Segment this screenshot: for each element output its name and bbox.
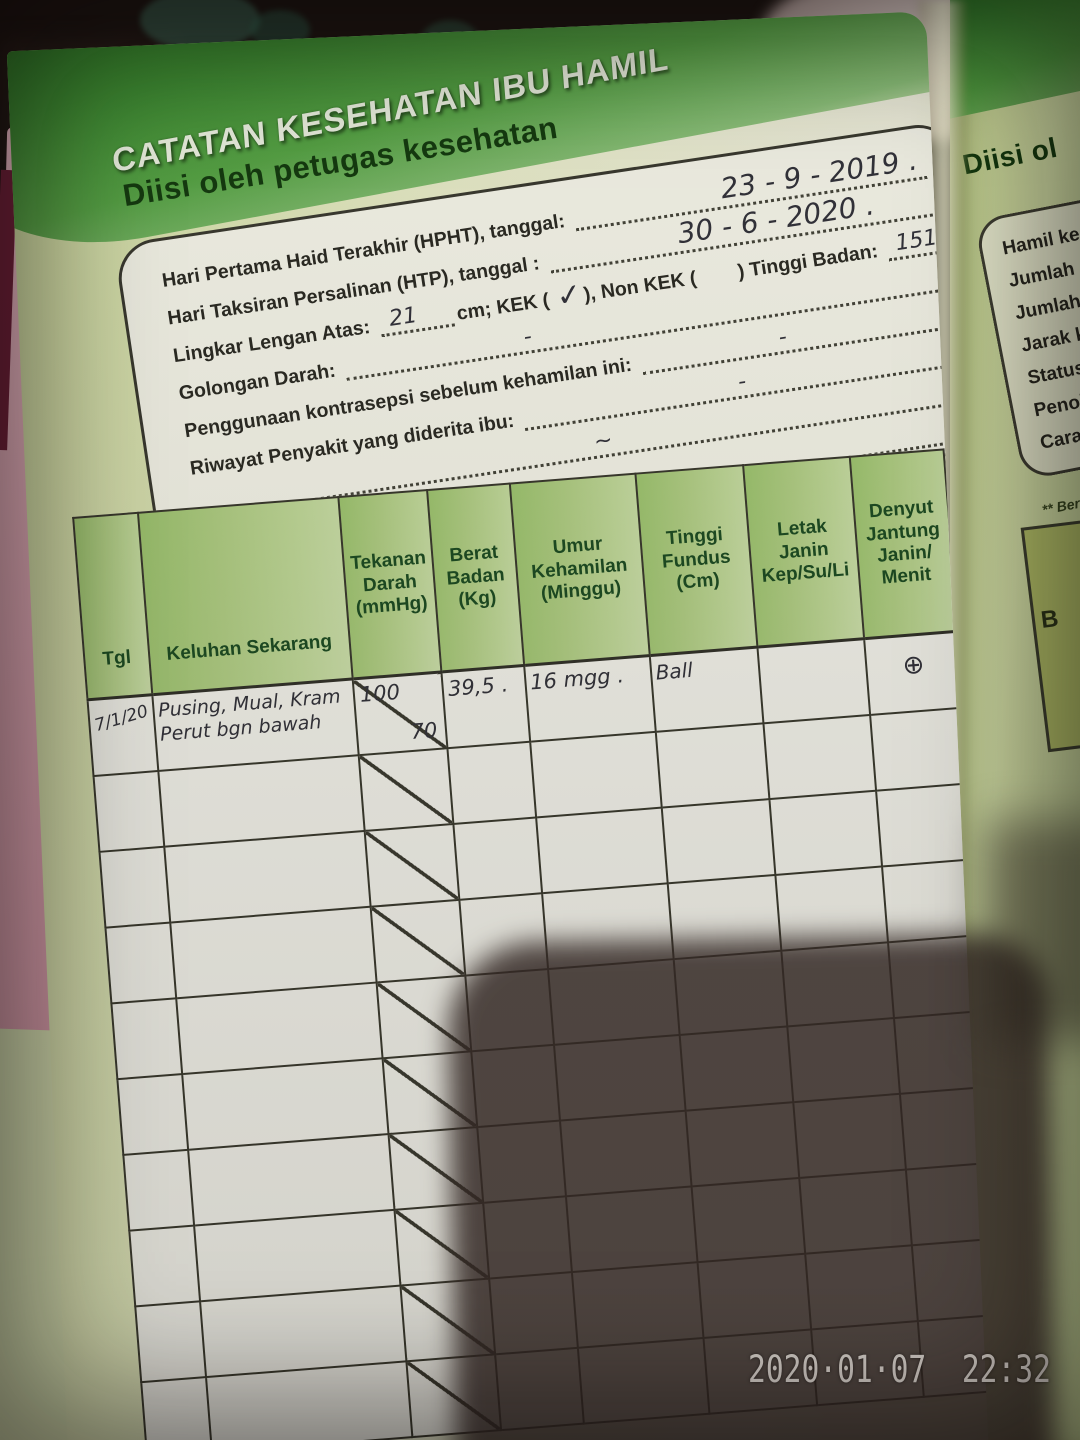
camera-timestamp: 2020·01·07 22:32: [748, 1348, 1051, 1391]
table-cell: [105, 922, 176, 1003]
col-header: Umur Kehamilan (Minggu): [509, 473, 650, 666]
handwritten-entry: 39,5 .: [447, 672, 509, 701]
table-cell: [99, 846, 170, 928]
col-header: Tekanan Darah (mmHg): [338, 490, 442, 679]
table-cell: [757, 638, 871, 723]
table-cell: ⊕: [864, 631, 964, 715]
table-cell: [529, 731, 662, 818]
col-header: Letak Janin Kep/Su/Li: [743, 456, 865, 648]
table-cell: 7/1/20: [87, 694, 158, 776]
col-header: Keluhan Sekarang: [137, 497, 353, 695]
goldarah-handwritten-value: -: [521, 324, 534, 351]
table-cell: [453, 817, 542, 900]
table-cell: [769, 790, 883, 875]
table-cell: [447, 741, 536, 824]
table-cell: [129, 1225, 200, 1306]
col-header: Denyut Jantung Janin/ Menit: [849, 449, 958, 639]
handwritten-entry: ⊕: [901, 649, 926, 682]
kontrasepsi-handwritten-value: -: [776, 324, 789, 351]
right-page-green-band: [950, 0, 1080, 124]
table-cell: [870, 707, 970, 791]
table-cell: Ball: [649, 647, 764, 732]
lila-handwritten-value: 21: [387, 302, 419, 332]
kek-checkmark: ✓: [554, 276, 585, 315]
handwritten-entry: Pusing, Mual, Kram Perut bgn bawah: [157, 685, 342, 746]
table-cell: [117, 1073, 188, 1155]
right-page-heading: Diisi ol: [960, 131, 1060, 181]
continuation-handwritten-mark: ~: [592, 427, 615, 455]
col-header: Tinggi Fundus (Cm): [634, 465, 758, 656]
table-cell: [123, 1149, 194, 1231]
table-cell: [111, 997, 182, 1079]
handwritten-entry: Ball: [654, 657, 694, 685]
table-cell: 100 70: [352, 671, 448, 755]
bp-systolic: 100: [358, 679, 401, 707]
table-cell: [358, 747, 454, 831]
table-cell: [364, 823, 460, 907]
table-cell: [370, 899, 466, 983]
bp-diastolic: 70: [409, 717, 439, 744]
page-shadow: [985, 820, 1080, 1040]
table-cell: [135, 1300, 206, 1382]
table-cell: 39,5 .: [441, 665, 530, 748]
table-cell: 16 mgg .: [523, 655, 656, 742]
right-page-form-box: Hamil ke Jumlah Jumlah Jarak k Status Penol Ca…: [973, 181, 1080, 481]
col-header: Berat Badan (Kg): [427, 483, 524, 672]
tinggi-handwritten-value: 151: [893, 225, 940, 257]
handwritten-entry: 7/1/20: [92, 701, 151, 737]
table-cell: [661, 798, 776, 883]
table-cell: [141, 1376, 212, 1440]
table-cell: [655, 722, 770, 808]
riwayat-handwritten-value: -: [736, 369, 748, 395]
table-cell: [535, 807, 668, 893]
right-box-lines: Hamil ke Jumlah Jumlah Jarak k Status Penol Ca…: [1000, 199, 1080, 460]
table-cell: [763, 714, 877, 799]
handwritten-entry: 16 mgg .: [529, 663, 625, 695]
table-cell: [93, 770, 164, 852]
right-page-table-fragment: B: [1020, 513, 1080, 753]
